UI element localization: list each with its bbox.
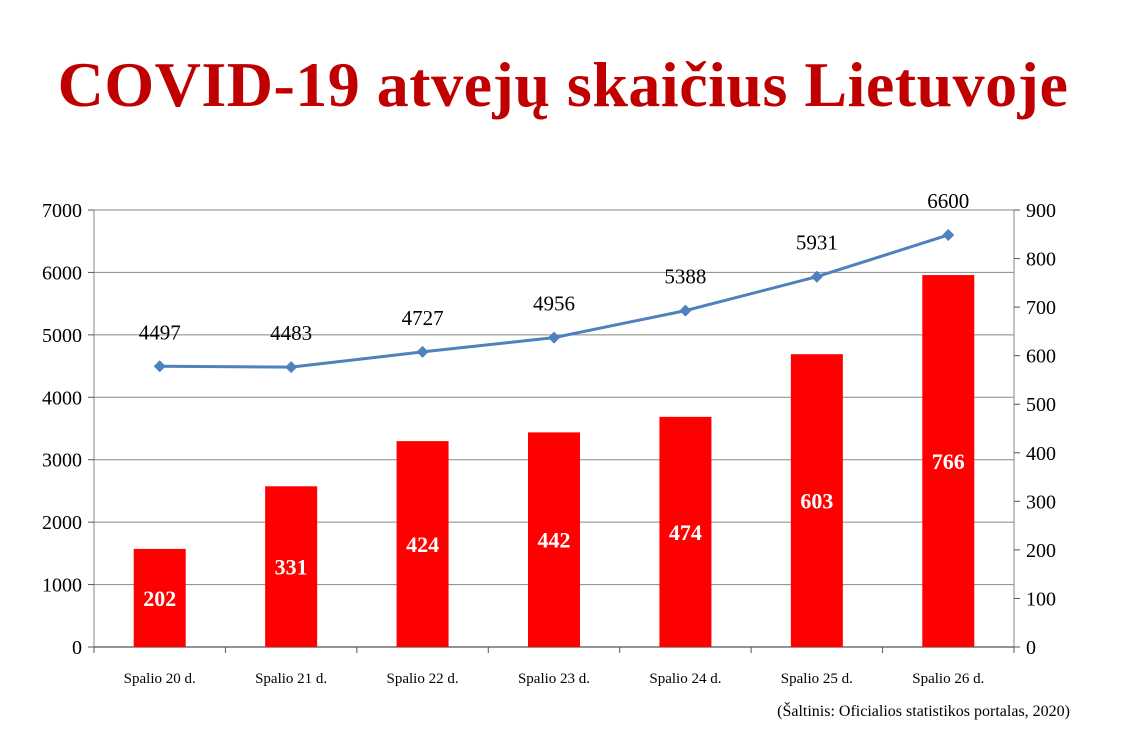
line-point xyxy=(942,228,955,241)
line-value-label: 4956 xyxy=(533,292,575,316)
left-tick-label: 7000 xyxy=(42,200,82,222)
bar xyxy=(790,354,843,647)
left-tick-label: 0 xyxy=(72,637,82,659)
right-tick-label: 900 xyxy=(1026,200,1056,222)
bar xyxy=(922,275,975,647)
right-tick-label: 200 xyxy=(1026,540,1056,562)
line-value-label: 5388 xyxy=(664,265,706,289)
category-label: Spalio 21 d. xyxy=(255,671,327,687)
left-tick-label: 6000 xyxy=(42,262,82,284)
bar-value-label: 474 xyxy=(669,520,702,545)
right-tick-label: 600 xyxy=(1026,346,1056,368)
line-point xyxy=(153,360,166,373)
bar-value-label: 766 xyxy=(932,449,965,474)
bar xyxy=(659,416,712,647)
bar-series: 202 331 424 442 474 603 766 xyxy=(133,275,975,647)
right-axis-ticks: 0 100 200 300 400 500 600 700 800 900 xyxy=(1026,200,1056,659)
right-tick-label: 800 xyxy=(1026,249,1056,271)
line-series: 4497 4483 4727 4956 5388 5931 6600 xyxy=(139,189,969,374)
category-label: Spalio 25 d. xyxy=(781,671,853,687)
right-tick-label: 300 xyxy=(1026,491,1056,513)
line-point xyxy=(679,304,692,317)
bar-value-label: 603 xyxy=(800,489,833,514)
left-tick-label: 2000 xyxy=(42,512,82,534)
right-tick-label: 400 xyxy=(1026,443,1056,465)
left-axis-ticks: 0 1000 2000 3000 4000 5000 6000 7000 xyxy=(42,200,82,659)
chart-title: COVID-19 atvejų skaičius Lietuvoje xyxy=(57,49,1069,120)
line-value-label: 4483 xyxy=(270,321,312,345)
bar xyxy=(265,486,318,647)
right-tick-label: 100 xyxy=(1026,588,1056,610)
bar xyxy=(528,432,580,647)
bar xyxy=(396,441,449,647)
bar-value-label: 424 xyxy=(406,532,439,557)
bar-value-label: 331 xyxy=(275,555,308,580)
bar-value-label: 202 xyxy=(143,586,176,611)
line-value-label: 5931 xyxy=(796,231,838,255)
bar xyxy=(133,548,186,647)
line-value-label: 4497 xyxy=(139,320,181,344)
line-point xyxy=(416,345,429,358)
line-value-label: 6600 xyxy=(927,189,969,213)
right-tick-label: 700 xyxy=(1026,297,1056,319)
line-value-label: 4727 xyxy=(402,306,444,330)
left-tick-label: 3000 xyxy=(42,450,82,472)
right-tick-label: 500 xyxy=(1026,394,1056,416)
bar-value-label: 442 xyxy=(538,528,571,553)
line-point xyxy=(810,270,823,283)
category-axis: Spalio 20 d. Spalio 21 d. Spalio 22 d. Spal… xyxy=(124,671,985,687)
line-point xyxy=(285,361,298,374)
source-note: (Šaltinis: Oficialios statistikos portal… xyxy=(777,703,1070,720)
category-label: Spalio 20 d. xyxy=(124,671,196,687)
line-point xyxy=(548,331,560,344)
category-label: Spalio 26 d. xyxy=(912,671,984,687)
category-label: Spalio 24 d. xyxy=(649,671,721,687)
category-label: Spalio 22 d. xyxy=(387,671,459,687)
left-tick-label: 5000 xyxy=(42,325,82,347)
left-tick-label: 1000 xyxy=(42,575,82,597)
right-tick-label: 0 xyxy=(1026,637,1036,659)
category-label: Spalio 23 d. xyxy=(518,671,590,687)
left-tick-label: 4000 xyxy=(42,387,82,409)
